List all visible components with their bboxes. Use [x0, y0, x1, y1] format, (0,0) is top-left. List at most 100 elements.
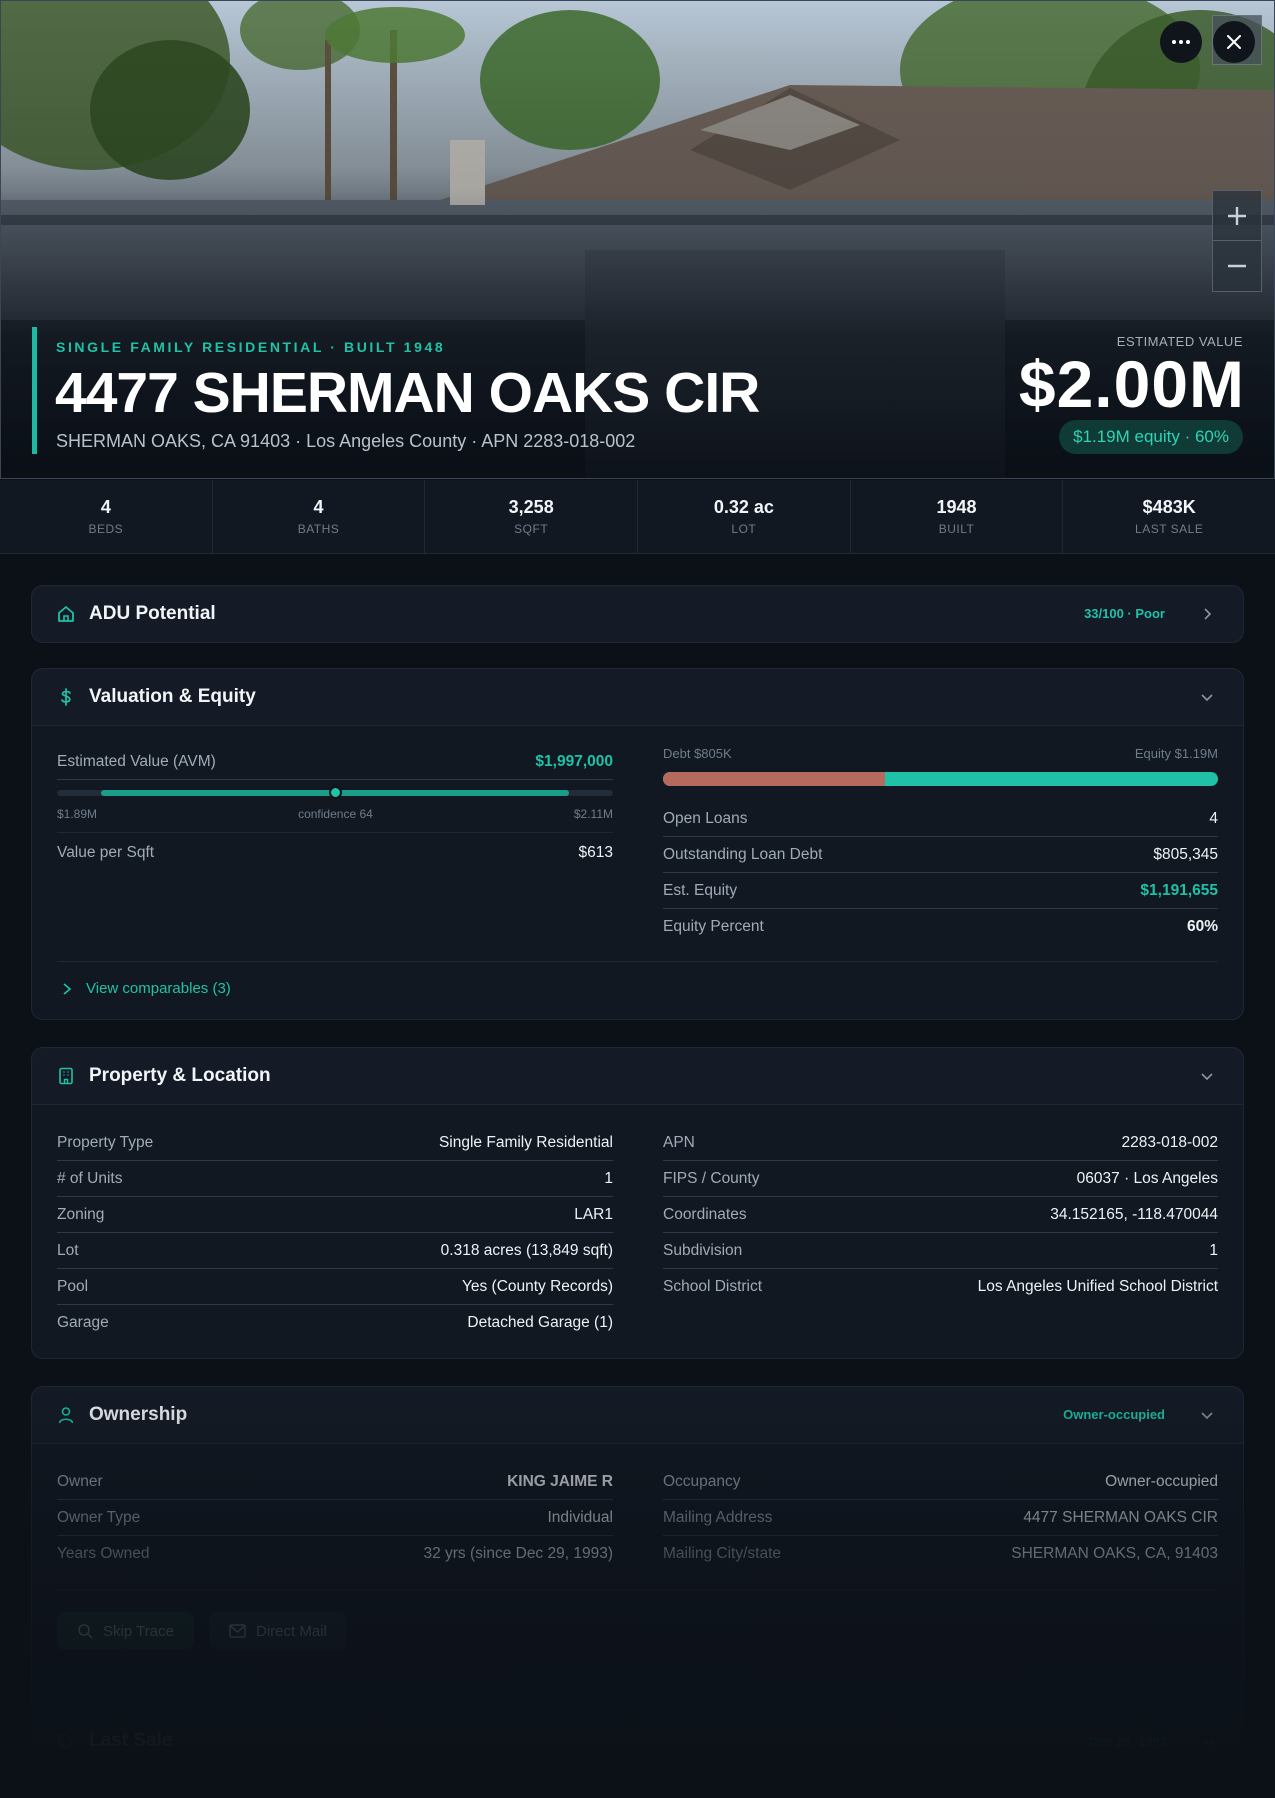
- adu-potential-title: ADU Potential: [89, 603, 216, 624]
- pool-row: Pool Yes (County Records): [57, 1269, 613, 1305]
- subdivision-row: Subdivision 1: [663, 1233, 1218, 1269]
- stat-value: 4: [313, 497, 324, 517]
- view-comparables-link[interactable]: View comparables (3): [62, 980, 231, 997]
- coordinates-row: Coordinates 34.152165, -118.470044: [663, 1197, 1218, 1233]
- years-owned-value: 32 yrs (since Dec 29, 1993): [423, 1545, 613, 1562]
- divider: [57, 961, 1218, 962]
- title-accent-bar: [32, 327, 37, 454]
- est-equity-value: $1,191,655: [1140, 881, 1218, 899]
- direct-mail-button[interactable]: Direct Mail: [209, 1612, 347, 1650]
- user-icon: [58, 1407, 74, 1424]
- school-district-value: Los Angeles Unified School District: [977, 1278, 1218, 1295]
- last-sale-date-badge: Dec 29, 1993: [1088, 1734, 1167, 1749]
- fips-county-row: FIPS / County 06037 · Los Angeles: [663, 1161, 1218, 1197]
- divider: [57, 1589, 1218, 1590]
- stat-beds: 4 BEDS: [0, 480, 213, 553]
- estimated-value: $2.00M: [1018, 347, 1245, 421]
- apn-label: APN: [663, 1133, 695, 1151]
- owner-label: Owner: [57, 1472, 103, 1490]
- vps-value: $613: [578, 844, 613, 861]
- mailing-city-label: Mailing City/state: [663, 1545, 782, 1562]
- adu-potential-header[interactable]: ADU Potential 33/100 · Poor: [32, 586, 1243, 642]
- close-icon: [1227, 35, 1241, 49]
- stat-built: 1948 BUILT: [851, 480, 1064, 553]
- property-location-title: Property & Location: [89, 1065, 271, 1086]
- zoning-row: Zoning LAR1: [57, 1197, 613, 1233]
- property-location-header[interactable]: Property & Location: [32, 1048, 1243, 1104]
- stat-sqft: 3,258 SQFT: [425, 480, 639, 553]
- school-district-row: School District Los Angeles Unified Schoo…: [663, 1269, 1218, 1305]
- outstanding-debt-value: $805,345: [1153, 845, 1218, 863]
- stat-baths: 4 BATHS: [213, 480, 426, 553]
- home-icon: [58, 606, 74, 622]
- property-type-label: Property Type: [57, 1133, 154, 1151]
- owner-type-value: Individual: [547, 1508, 614, 1526]
- pool-label: Pool: [57, 1277, 89, 1295]
- dollar-icon: [61, 688, 71, 706]
- zoning-label: Zoning: [57, 1205, 105, 1223]
- adu-potential-card[interactable]: ADU Potential 33/100 · Poor: [31, 585, 1244, 643]
- mailing-address-value: 4477 SHERMAN OAKS CIR: [1023, 1508, 1218, 1526]
- equity-percent-label: Equity Percent: [663, 918, 764, 935]
- stat-value: 3,258: [508, 497, 554, 517]
- avm-point-marker: [329, 786, 342, 799]
- zoning-value: LAR1: [574, 1205, 613, 1223]
- equity-percent-value: 60%: [1186, 918, 1218, 935]
- subdivision-label: Subdivision: [663, 1241, 743, 1259]
- avm-row: Estimated Value (AVM) $1,997,000: [57, 744, 613, 780]
- avm-confidence: confidence 64: [298, 807, 373, 821]
- direct-mail-label: Direct Mail: [256, 1622, 327, 1640]
- stat-value: 4: [100, 497, 111, 517]
- skip-trace-label: Skip Trace: [103, 1622, 174, 1640]
- zoom-in-button[interactable]: [1213, 191, 1261, 241]
- valuation-equity-header[interactable]: Valuation & Equity: [32, 669, 1243, 725]
- tag-icon: [58, 1734, 75, 1751]
- units-label: # of Units: [57, 1169, 123, 1187]
- zoom-in-icon: [1228, 206, 1246, 225]
- property-type-row: Property Type Single Family Residential: [57, 1125, 613, 1161]
- years-owned-label: Years Owned: [57, 1545, 150, 1562]
- chevron-right-icon: [1204, 608, 1212, 620]
- mailing-address-row: Mailing Address 4477 SHERMAN OAKS CIR: [663, 1500, 1218, 1536]
- occupancy-badge: Owner-occupied: [1063, 1407, 1165, 1422]
- stat-value: 1948: [936, 497, 977, 517]
- valuation-equity-title: Valuation & Equity: [89, 686, 256, 707]
- close-button[interactable]: [1213, 21, 1255, 63]
- equity-percent-row: Equity Percent 60%: [663, 909, 1218, 945]
- last-sale-header[interactable]: Last Sale Dec 29, 1993: [32, 1714, 1243, 1770]
- property-subtitle: SINGLE FAMILY RESIDENTIAL · BUILT 1948: [56, 339, 446, 355]
- building-icon: [59, 1067, 73, 1085]
- more-options-button[interactable]: [1160, 21, 1202, 63]
- stats-bar: 4 BEDS 4 BATHS 3,258 SQFT 0.32 ac LOT 1948 BU…: [0, 480, 1275, 554]
- skip-trace-button[interactable]: Skip Trace: [57, 1612, 194, 1650]
- zoom-out-icon: [1228, 264, 1246, 268]
- units-value: 1: [604, 1169, 613, 1187]
- stat-label: BATHS: [297, 522, 340, 536]
- search-icon: [78, 1624, 93, 1639]
- stat-label: LAST SALE: [1135, 522, 1204, 536]
- avm-confidence-range: [57, 786, 613, 799]
- occupancy-row: Occupancy Owner-occupied: [663, 1464, 1218, 1500]
- stat-label: LOT: [731, 522, 757, 536]
- avm-high: $2.11M: [573, 807, 613, 821]
- owner-type-label: Owner Type: [57, 1508, 141, 1526]
- vps-label: Value per Sqft: [57, 844, 155, 861]
- units-row: # of Units 1: [57, 1161, 613, 1197]
- zoom-out-button[interactable]: [1213, 241, 1261, 291]
- garage-row: Garage Detached Garage (1): [57, 1305, 613, 1341]
- view-comparables-label: View comparables (3): [86, 980, 231, 997]
- stat-label: SQFT: [514, 522, 549, 536]
- property-location-body: Property Type Single Family Residential #…: [32, 1104, 1243, 1358]
- ownership-header[interactable]: Ownership Owner-occupied: [32, 1387, 1243, 1443]
- debt-label: Debt $805K: [663, 746, 732, 761]
- garage-value: Detached Garage (1): [467, 1314, 613, 1331]
- apn-value: 2283-018-002: [1121, 1133, 1218, 1151]
- stat-last-sale: $483K LAST SALE: [1063, 480, 1275, 553]
- chevron-down-icon: [1203, 1739, 1215, 1747]
- open-loans-row: Open Loans 4: [663, 801, 1218, 837]
- debt-equity-labels: Debt $805K Equity $1.19M: [663, 746, 1218, 761]
- property-address: SHERMAN OAKS, CA 91403 · Los Angeles Cou…: [56, 431, 636, 451]
- outstanding-debt-label: Outstanding Loan Debt: [663, 845, 823, 863]
- ownership-card: Ownership Owner-occupied Owner KING JAIME…: [31, 1386, 1244, 1798]
- hero-photo: [0, 0, 1275, 479]
